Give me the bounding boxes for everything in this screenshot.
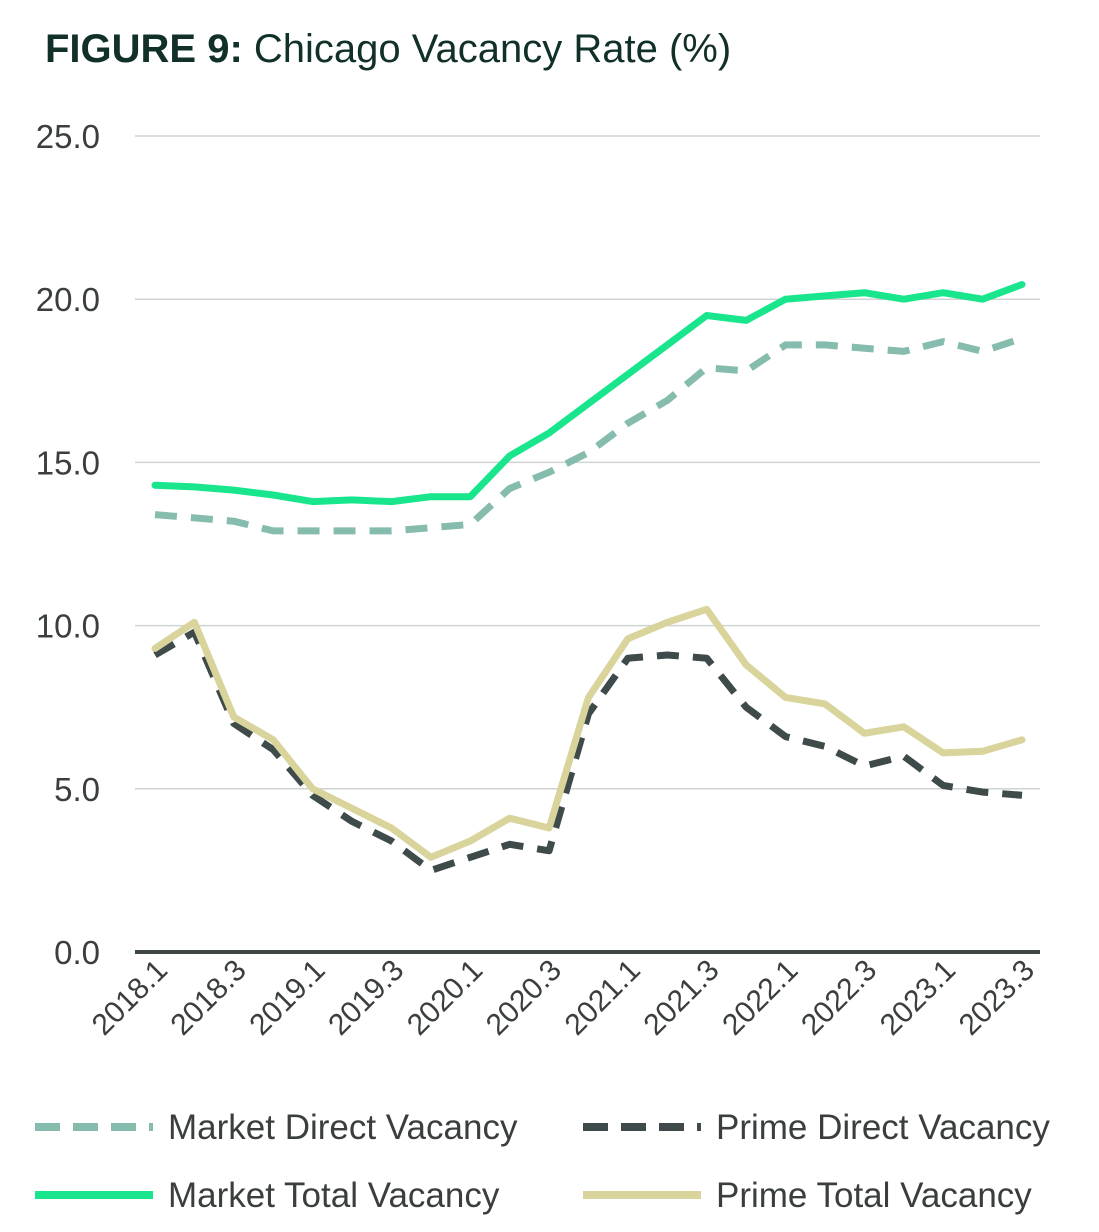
series-line-prime-total-vacancy bbox=[151, 605, 1026, 861]
chart-title-lead: FIGURE 9: bbox=[45, 27, 243, 71]
y-tick-label: 0.0 bbox=[54, 934, 100, 971]
x-tick-label: 2020.3 bbox=[480, 954, 568, 1042]
y-tick-label: 25.0 bbox=[36, 118, 100, 155]
y-tick-label: 10.0 bbox=[36, 608, 100, 645]
legend-label: Market Total Vacancy bbox=[168, 1176, 500, 1215]
x-tick-label: 2020.1 bbox=[401, 954, 489, 1042]
y-tick-label: 15.0 bbox=[36, 444, 100, 481]
y-tick-label: 20.0 bbox=[36, 281, 100, 318]
x-tick-label: 2023.1 bbox=[874, 954, 962, 1042]
chart-title-text: Chicago Vacancy Rate (%) bbox=[242, 27, 732, 71]
x-tick-label: 2022.1 bbox=[716, 954, 804, 1042]
series-lines bbox=[151, 281, 1026, 874]
x-tick-label: 2019.1 bbox=[243, 954, 331, 1042]
legend-label: Market Direct Vacancy bbox=[168, 1108, 518, 1147]
y-axis-ticks: 0.0 5.0 10.0 15.0 20.0 25.0 bbox=[36, 118, 100, 971]
x-tick-label: 2021.1 bbox=[559, 954, 647, 1042]
series-line-market-total-vacancy bbox=[151, 281, 1026, 506]
x-tick-label: 2023.3 bbox=[953, 954, 1041, 1042]
x-tick-label: 2022.3 bbox=[795, 954, 883, 1042]
legend: Market Direct Vacancy Prime Direct Vacanc… bbox=[35, 1108, 1050, 1215]
x-tick-label: 2018.3 bbox=[165, 954, 253, 1042]
legend-label: Prime Direct Vacancy bbox=[716, 1108, 1050, 1147]
series-line-prime-direct-vacancy bbox=[153, 628, 1023, 874]
gridlines bbox=[135, 135, 1040, 954]
x-tick-label: 2021.3 bbox=[637, 954, 725, 1042]
series-line-market-direct-vacancy bbox=[154, 335, 1024, 535]
chart-title: FIGURE 9: Chicago Vacancy Rate (%) bbox=[45, 24, 731, 74]
x-tick-label: 2019.3 bbox=[322, 954, 410, 1042]
y-tick-label: 5.0 bbox=[54, 771, 100, 808]
x-axis-ticks: 2018.12018.32019.12019.32020.12020.32021… bbox=[86, 954, 1041, 1042]
legend-label: Prime Total Vacancy bbox=[716, 1176, 1032, 1215]
